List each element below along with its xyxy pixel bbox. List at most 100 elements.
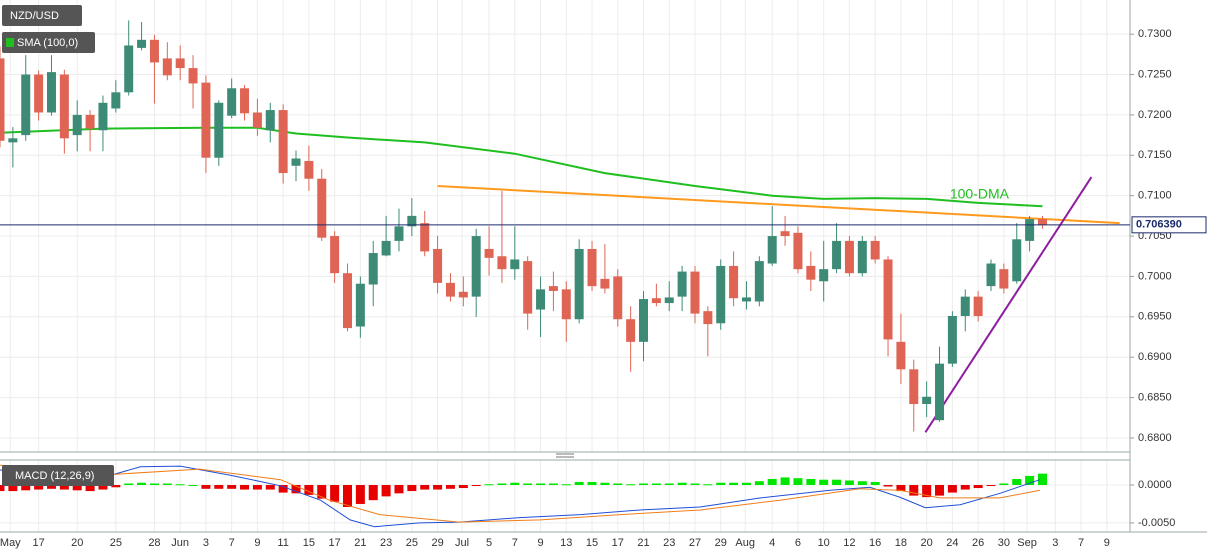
x-tick-label: 11 — [277, 537, 288, 549]
candle-body — [960, 296, 970, 317]
candle-body — [909, 369, 919, 405]
x-tick-label: 24 — [946, 537, 958, 549]
x-tick-label: 23 — [380, 537, 392, 549]
y-tick-label: 0.7000 — [1138, 270, 1172, 282]
macd-histogram-bar — [381, 485, 391, 497]
candle-body — [214, 102, 224, 158]
macd-histogram-bar — [561, 484, 571, 486]
candle-body — [651, 298, 661, 304]
x-tick-label: 10 — [818, 537, 830, 549]
legend-title: NZD/USD — [10, 10, 59, 22]
macd-histogram-bar — [574, 481, 584, 486]
macd-histogram-bar — [548, 483, 558, 486]
candle-body — [342, 273, 352, 329]
x-tick-label: 29 — [715, 537, 727, 549]
trend-line — [924, 176, 1093, 433]
candle-body — [690, 271, 700, 314]
candle-body — [98, 102, 108, 131]
x-tick-label: 4 — [769, 537, 775, 549]
macd-histogram-bar — [278, 485, 288, 493]
macd-histogram-bar — [1012, 478, 1022, 486]
candle-body — [999, 269, 1009, 289]
candle-body — [716, 265, 726, 324]
candle-body — [600, 278, 610, 289]
x-tick-label: 3 — [203, 537, 209, 549]
x-tick-label: 21 — [637, 537, 649, 549]
x-tick-label: 16 — [869, 537, 881, 549]
x-tick-label: 27 — [689, 537, 701, 549]
macd-histogram-bar — [793, 478, 803, 486]
candle-body — [162, 58, 172, 76]
candle-body — [149, 39, 159, 63]
legend: NZD/USD SMA (100,0) MACD (12,26,9) — [2, 5, 114, 486]
candle-body — [497, 256, 507, 270]
candle-body — [587, 248, 597, 287]
macd-histogram-bar — [523, 483, 533, 486]
macd-histogram-bar — [832, 479, 842, 486]
macd-histogram-bar — [510, 482, 520, 486]
x-tick-label: 17 — [328, 537, 340, 549]
candle-body — [639, 299, 649, 342]
candle-body — [355, 283, 365, 327]
panel-resize-handle[interactable] — [556, 453, 574, 458]
macd-histogram-bar — [600, 482, 610, 486]
x-tick-label: 28 — [148, 537, 160, 549]
macd-histogram-bar — [741, 482, 751, 486]
macd-histogram-bar — [458, 485, 468, 489]
macd-histogram-bar — [98, 485, 108, 490]
last-price-box — [1131, 216, 1207, 234]
y-tick-label: 0.6900 — [1138, 351, 1172, 363]
macd-histogram-bar — [999, 483, 1009, 486]
candle-body — [741, 297, 751, 302]
candle-body — [703, 311, 713, 325]
x-tick-label: 25 — [110, 537, 122, 549]
candle-body — [729, 265, 739, 299]
macd-histogram-bar — [0, 485, 5, 492]
candle-body — [34, 74, 44, 113]
macd-histogram-bar — [844, 480, 854, 486]
macd-histogram-bar — [587, 481, 597, 486]
macd-histogram-bar — [330, 485, 340, 502]
macd-histogram-bar — [1025, 475, 1035, 486]
legend-box — [2, 32, 95, 53]
macd-histogram-bar — [368, 485, 378, 501]
macd-histogram-bar — [445, 485, 455, 489]
candle-body — [188, 68, 198, 84]
macd-histogram-bar — [252, 485, 262, 490]
macd-histogram-bar — [8, 485, 18, 492]
macd-histogram-bar — [639, 483, 649, 486]
candle-body — [806, 265, 816, 280]
x-tick-label: 26 — [972, 537, 984, 549]
macd-histogram-bar — [664, 483, 674, 486]
candle-body — [870, 240, 880, 260]
candle-body — [754, 261, 764, 302]
candle-body — [291, 158, 301, 166]
candle-body — [72, 114, 82, 136]
macd-histogram-bar — [922, 485, 932, 498]
candle-body — [626, 319, 636, 342]
candle-body — [317, 178, 327, 238]
x-tick-label: 12 — [843, 537, 855, 549]
candle-body — [111, 92, 121, 109]
candle-body — [433, 248, 443, 283]
candle-body — [394, 226, 404, 241]
macd-histogram-bar — [137, 482, 147, 486]
x-tick-label: 15 — [586, 537, 598, 549]
macd-histogram-bar — [1037, 473, 1047, 486]
candle-body — [947, 316, 957, 364]
x-tick-label: Aug — [735, 537, 755, 549]
macd-histogram-bar — [947, 485, 957, 493]
x-tick-label: 3 — [1052, 537, 1058, 549]
x-tick-label: 17 — [612, 537, 624, 549]
candle-body — [0, 58, 5, 141]
macd-histogram-bar — [59, 485, 69, 490]
macd-histogram-bar — [214, 485, 224, 489]
y-tick-label: 0.6950 — [1138, 311, 1172, 323]
sma-line — [0, 126, 1043, 208]
macd-histogram-bar — [240, 485, 250, 490]
candle-body — [986, 263, 996, 287]
macd-histogram-bar — [21, 485, 31, 491]
candle-body — [664, 297, 674, 304]
